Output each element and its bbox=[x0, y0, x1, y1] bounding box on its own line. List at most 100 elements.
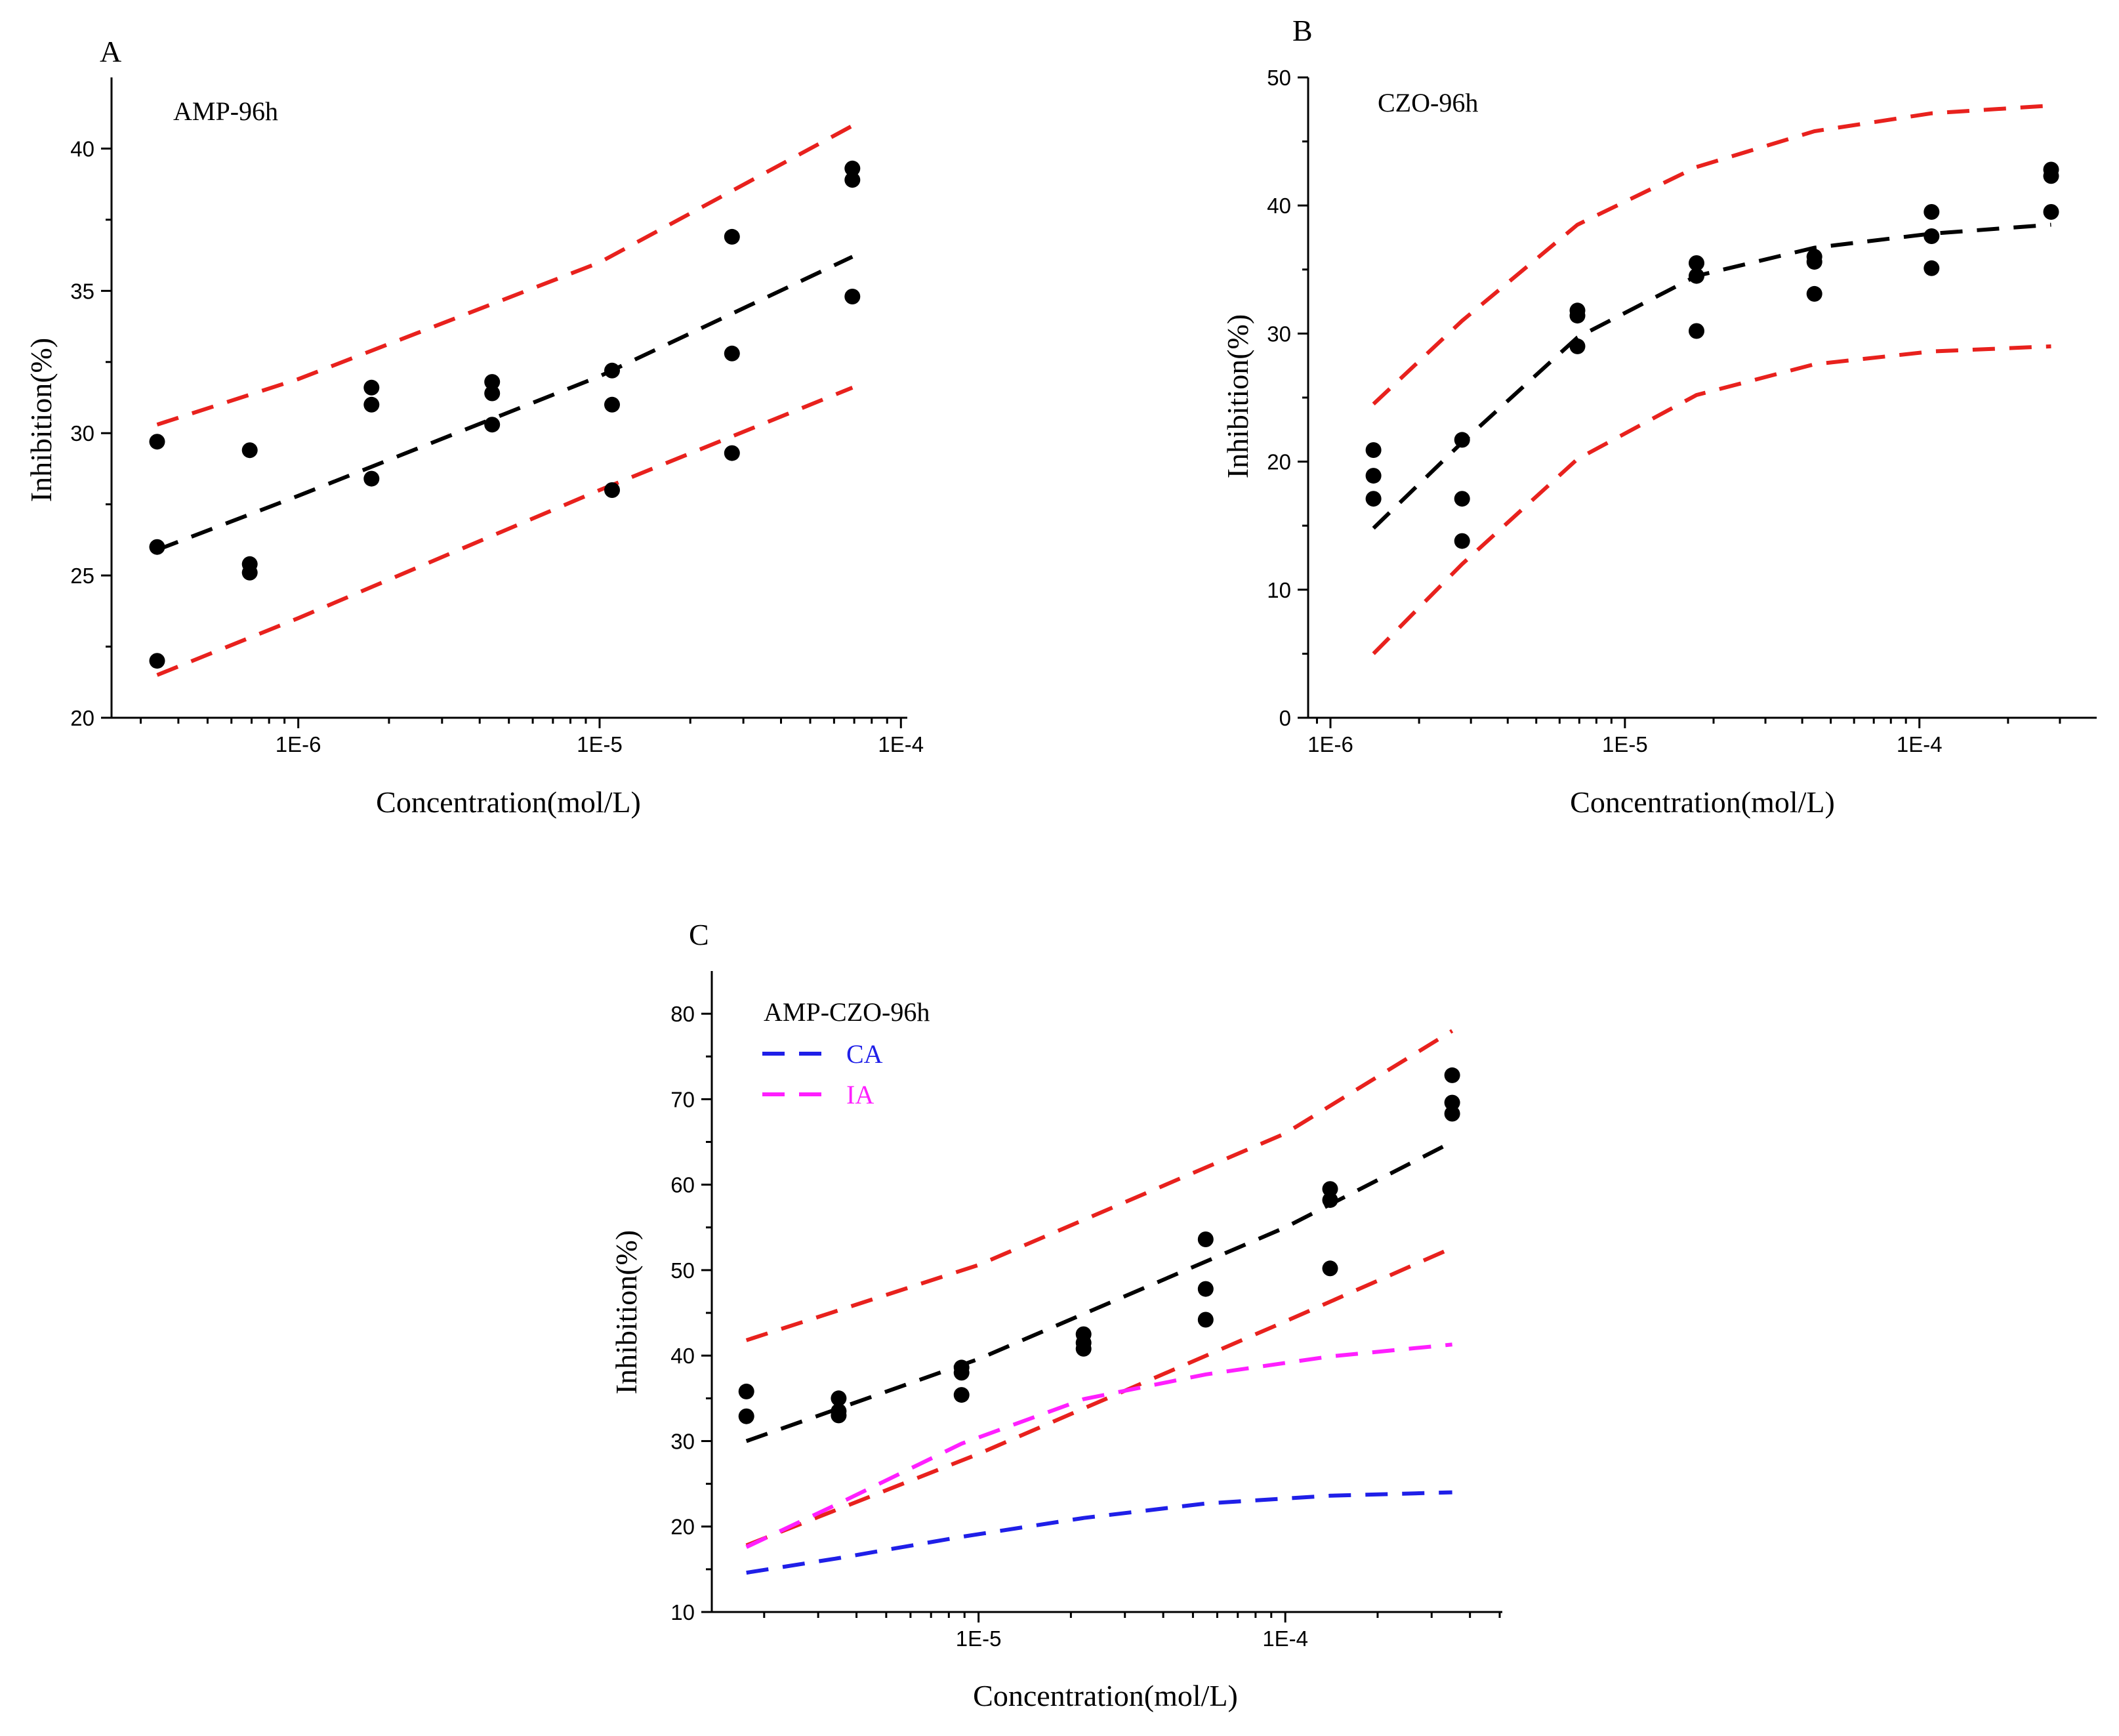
panel-a-ytick-label: 30 bbox=[70, 421, 94, 445]
panel-a: A AMP-96h Concentration(mol/L) Inhibitio… bbox=[24, 35, 924, 819]
panel-c-data-point bbox=[1444, 1106, 1460, 1122]
panel-a-ytick-label: 20 bbox=[70, 706, 94, 730]
panel-b-label: B bbox=[1292, 14, 1313, 47]
panel-b-data-point bbox=[1689, 268, 1704, 284]
panel-c-data-point bbox=[1444, 1067, 1460, 1083]
panel-c-plot: 10 20 30 40 50 60 70 80 1E-5 1E-4 bbox=[670, 971, 1502, 1651]
panel-c-data-point bbox=[738, 1408, 754, 1424]
panel-a-ytick-label: 35 bbox=[70, 279, 94, 303]
panel-b-data-point bbox=[1454, 533, 1470, 549]
panel-c-xlabel: Concentration(mol/L) bbox=[973, 1679, 1238, 1712]
panel-c-ylabel: Inhibition(%) bbox=[609, 1230, 643, 1394]
panel-a-data-point bbox=[241, 564, 258, 581]
panel-c-data-point bbox=[953, 1387, 970, 1403]
panel-a-data-point bbox=[363, 470, 380, 487]
panel-b-data-point bbox=[1365, 442, 1382, 458]
panel-b-data-point bbox=[1689, 323, 1704, 339]
panel-c-label: C bbox=[689, 918, 709, 951]
panel-b-data-point bbox=[1365, 491, 1382, 507]
panel-c-data-point bbox=[1322, 1181, 1338, 1197]
panel-a-xtick-label: 1E-5 bbox=[577, 732, 623, 756]
panel-a-xlabel: Concentration(mol/L) bbox=[376, 785, 641, 819]
panel-c-data-point bbox=[1322, 1260, 1338, 1277]
panel-a-label: A bbox=[100, 35, 121, 68]
panel-b-ytick-label: 40 bbox=[1267, 194, 1291, 218]
panel-c-data-point bbox=[831, 1407, 847, 1424]
panel-a-data-point bbox=[724, 445, 740, 461]
panel-c-series-fit bbox=[745, 1140, 1453, 1443]
panel-a-data-point bbox=[149, 434, 165, 450]
panel-b-plot: 0 10 20 30 40 50 1E-6 1E-5 1E-4 bbox=[1267, 66, 2097, 756]
panel-c-legend: CA IA bbox=[762, 1039, 883, 1109]
panel-c-data-point bbox=[738, 1383, 754, 1399]
panel-b-data-point bbox=[1924, 204, 1940, 220]
panel-b-series-lower bbox=[1372, 344, 2051, 655]
panel-a-data-point bbox=[484, 374, 501, 390]
panel-b-data-point bbox=[1806, 285, 1822, 302]
panel-a-data-point bbox=[844, 289, 861, 304]
panel-a-data-point bbox=[149, 539, 165, 555]
panel-c-title: AMP-CZO-96h bbox=[764, 997, 930, 1027]
panel-c-data-point bbox=[1075, 1340, 1092, 1357]
panel-c-data-point bbox=[1197, 1231, 1214, 1247]
panel-c-series-CA bbox=[746, 1490, 1452, 1575]
panel-b-data-point bbox=[2043, 168, 2059, 184]
panel-b-ytick-label: 50 bbox=[1267, 66, 1291, 90]
panel-c-xtick-label: 1E-4 bbox=[1262, 1626, 1308, 1651]
panel-b-xtick-label: 1E-5 bbox=[1602, 732, 1648, 756]
panel-a-data-point bbox=[484, 417, 501, 433]
panel-a-xtick-label: 1E-6 bbox=[276, 732, 321, 756]
panel-c: C AMP-CZO-96h CA IA Concentration(mol/L)… bbox=[609, 918, 1502, 1712]
panel-a-data-point bbox=[604, 362, 620, 379]
panel-b-data-point bbox=[1454, 432, 1470, 448]
legend-ia-label: IA bbox=[846, 1080, 874, 1109]
panel-c-ytick-label: 10 bbox=[670, 1600, 695, 1624]
panel-c-xtick-label: 1E-5 bbox=[956, 1626, 1002, 1651]
panel-c-ytick-label: 20 bbox=[670, 1515, 695, 1539]
panel-c-ytick-label: 50 bbox=[670, 1258, 695, 1283]
panel-c-data-point bbox=[1197, 1281, 1214, 1297]
panel-b-data-point bbox=[1454, 491, 1470, 507]
panel-b-xlabel: Concentration(mol/L) bbox=[1570, 785, 1835, 819]
panel-c-data-point bbox=[1444, 1094, 1460, 1111]
panel-a-data-point bbox=[241, 442, 258, 459]
panel-c-ytick-label: 60 bbox=[670, 1173, 695, 1197]
panel-c-data-point bbox=[831, 1390, 847, 1407]
panel-a-data-point bbox=[149, 653, 165, 669]
panel-b-data-point bbox=[1806, 254, 1822, 270]
panel-a-series-lower bbox=[156, 386, 854, 677]
panel-b-ytick-label: 10 bbox=[1267, 578, 1291, 602]
panel-a-title: AMP-96h bbox=[173, 96, 278, 126]
panel-a-series-upper bbox=[156, 124, 854, 427]
panel-a-ylabel: Inhibition(%) bbox=[24, 338, 58, 502]
panel-b-data-point bbox=[1924, 260, 1940, 276]
panel-a-data-point bbox=[604, 482, 620, 498]
panel-b-data-point bbox=[1365, 468, 1382, 484]
panel-a-data-point bbox=[363, 379, 380, 396]
panel-c-data-point bbox=[1197, 1312, 1214, 1328]
panel-a-data-point bbox=[724, 228, 740, 245]
panel-b-data-point bbox=[2043, 204, 2059, 220]
panel-b-ytick-label: 0 bbox=[1279, 706, 1291, 730]
panel-a-ytick-label: 40 bbox=[70, 136, 94, 161]
panel-b-xtick-label: 1E-4 bbox=[1897, 732, 1943, 756]
panel-a-data-point bbox=[363, 396, 380, 413]
panel-c-ytick-label: 40 bbox=[670, 1344, 695, 1368]
panel-c-ytick-label: 80 bbox=[670, 1002, 695, 1026]
panel-a-data-point bbox=[844, 172, 861, 188]
panel-c-ytick-label: 30 bbox=[670, 1429, 695, 1453]
panel-a-data-point bbox=[844, 160, 861, 176]
panel-b-data-point bbox=[1924, 228, 1940, 244]
panel-b-data-point bbox=[1569, 308, 1586, 324]
panel-c-series-upper bbox=[745, 1029, 1454, 1342]
panel-b-ylabel: Inhibition(%) bbox=[1221, 314, 1254, 478]
panel-b-data-point bbox=[1569, 338, 1586, 354]
panel-a-data-point bbox=[484, 385, 501, 402]
panel-a-plot: 20 25 30 35 40 1E-6 1E-5 1E-4 bbox=[70, 77, 924, 756]
panel-a-series-fit bbox=[156, 255, 854, 552]
panel-b-data-point bbox=[1689, 255, 1704, 271]
legend-ca-label: CA bbox=[846, 1039, 883, 1069]
panel-b-xtick-label: 1E-6 bbox=[1307, 732, 1353, 756]
panel-b-series-fit bbox=[1372, 222, 2051, 530]
